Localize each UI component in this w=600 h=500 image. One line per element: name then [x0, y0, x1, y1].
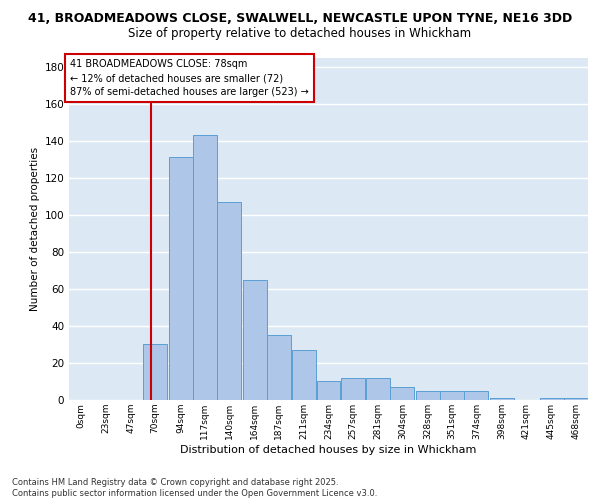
Bar: [169, 158, 193, 400]
Bar: [391, 387, 415, 400]
Text: Size of property relative to detached houses in Whickham: Size of property relative to detached ho…: [128, 28, 472, 40]
Bar: [267, 335, 291, 400]
Bar: [292, 350, 316, 400]
Bar: [416, 390, 440, 400]
Bar: [564, 398, 588, 400]
Bar: [217, 202, 241, 400]
Text: 41, BROADMEADOWS CLOSE, SWALWELL, NEWCASTLE UPON TYNE, NE16 3DD: 41, BROADMEADOWS CLOSE, SWALWELL, NEWCAS…: [28, 12, 572, 26]
Bar: [464, 390, 488, 400]
Bar: [193, 136, 217, 400]
Bar: [490, 398, 514, 400]
Bar: [317, 382, 340, 400]
Y-axis label: Number of detached properties: Number of detached properties: [30, 146, 40, 311]
X-axis label: Distribution of detached houses by size in Whickham: Distribution of detached houses by size …: [181, 444, 476, 454]
Bar: [341, 378, 365, 400]
Text: Contains HM Land Registry data © Crown copyright and database right 2025.
Contai: Contains HM Land Registry data © Crown c…: [12, 478, 377, 498]
Bar: [440, 390, 464, 400]
Text: 41 BROADMEADOWS CLOSE: 78sqm
← 12% of detached houses are smaller (72)
87% of se: 41 BROADMEADOWS CLOSE: 78sqm ← 12% of de…: [70, 60, 309, 98]
Bar: [143, 344, 167, 400]
Bar: [242, 280, 266, 400]
Bar: [366, 378, 390, 400]
Bar: [539, 398, 563, 400]
